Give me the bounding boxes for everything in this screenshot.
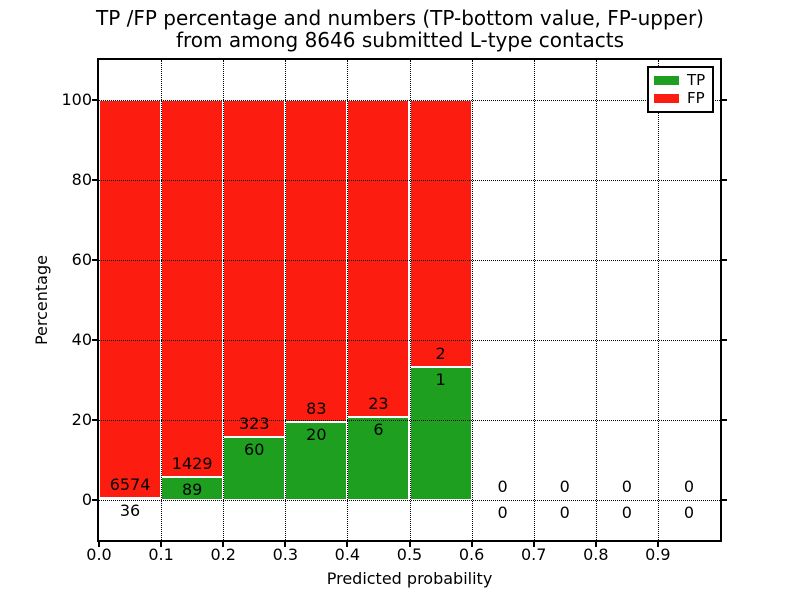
bar-segment-tp [347, 417, 410, 500]
tp-swatch-icon [654, 75, 679, 85]
bar-segment-tp [223, 437, 286, 500]
bar-segment-fp [409, 100, 472, 367]
x-tick-label: 0.2 [210, 545, 236, 564]
y-tick-label: 20 [71, 410, 92, 429]
y-tick-label: 100 [61, 90, 92, 109]
x-tick-mark [284, 542, 287, 547]
x-tick-mark [656, 542, 659, 547]
fp-count-label: 6574 [109, 474, 151, 494]
x-tick-label: 0.9 [645, 545, 671, 564]
legend-entry-tp: TP [654, 70, 707, 89]
x-tick-label: 0.7 [520, 545, 547, 564]
y-tick-label: 0 [81, 490, 92, 509]
x-tick-mark [594, 542, 597, 547]
chart-title-line1: TP /FP percentage and numbers (TP-bottom… [96, 6, 704, 30]
x-tick-label: 0.6 [458, 545, 485, 564]
fp-count-label: 23 [368, 394, 389, 414]
y-tick-mark-right [722, 499, 727, 501]
x-gridline [285, 60, 287, 540]
bar-segment-tp [99, 497, 162, 500]
x-tick-label: 0.5 [396, 545, 423, 564]
x-tick-label: 0.1 [148, 545, 174, 564]
y-tick-mark [92, 259, 97, 261]
y-tick-mark [92, 99, 97, 101]
x-tick-label: 0.0 [86, 545, 112, 564]
legend: TP FP [647, 66, 714, 113]
y-tick-label: 40 [71, 330, 92, 349]
tp-count-label: 60 [244, 440, 265, 460]
bar-segment-fp [223, 100, 286, 438]
y-tick-mark [92, 179, 97, 181]
tp-count-label: 36 [119, 500, 141, 520]
bar-segment-fp [99, 100, 162, 498]
legend-label-tp: TP [687, 70, 706, 89]
x-gridline [223, 60, 225, 540]
bar-segment-tp [285, 422, 348, 500]
x-tick-mark [98, 542, 100, 547]
fp-count-label: 0 [559, 477, 570, 496]
x-tick-mark [346, 542, 349, 547]
y-tick-mark-right [722, 259, 727, 261]
x-gridline [161, 60, 163, 540]
y-tick-mark [92, 419, 97, 421]
x-tick-label: 0.4 [334, 545, 361, 564]
y-tick-mark-right [722, 179, 727, 181]
y-tick-label: 60 [71, 250, 92, 269]
x-gridline [657, 60, 659, 540]
x-gridline [533, 60, 535, 540]
fp-count-label: 83 [306, 399, 327, 419]
x-tick-label: 0.3 [272, 545, 299, 564]
y-axis-label: Percentage [32, 255, 51, 346]
x-tick-label: 0.8 [583, 545, 609, 564]
fp-count-label: 1429 [171, 453, 213, 473]
y-tick-mark-right [722, 419, 727, 421]
tp-count-label: 1 [435, 369, 446, 389]
fp-count-label: 323 [238, 414, 270, 434]
chart-title: TP /FP percentage and numbers (TP-bottom… [60, 7, 740, 51]
tp-count-label: 0 [497, 503, 508, 522]
tp-count-label: 0 [559, 503, 570, 522]
x-gridline [409, 60, 411, 540]
x-tick-mark [222, 542, 225, 547]
tp-count-label: 6 [373, 420, 384, 440]
tp-count-label: 20 [306, 425, 327, 445]
x-axis-label: Predicted probability [326, 569, 493, 588]
fp-count-label: 2 [435, 343, 446, 363]
bar-segment-fp [285, 100, 348, 423]
x-gridline [471, 60, 473, 540]
fp-count-label: 0 [497, 477, 508, 496]
fp-count-label: 0 [621, 477, 632, 496]
legend-label-fp: FP [687, 89, 705, 108]
tp-count-label: 0 [683, 503, 695, 522]
y-tick-mark [92, 339, 97, 341]
fp-count-label: 0 [683, 477, 695, 496]
x-tick-mark [470, 542, 473, 547]
legend-entry-fp: FP [654, 91, 707, 106]
x-tick-mark [532, 542, 535, 547]
y-tick-label: 80 [71, 170, 92, 189]
y-tick-mark-right [722, 99, 727, 101]
y-tick-mark-right [722, 339, 727, 341]
tp-count-label: 89 [181, 479, 203, 499]
x-gridline [595, 60, 597, 540]
bar-segment-tp [409, 366, 472, 500]
chart-title-line2: from among 8646 submitted L-type contact… [175, 28, 625, 52]
tp-count-label: 0 [621, 503, 632, 522]
y-tick-mark [92, 499, 97, 501]
bar-segment-fp [347, 100, 410, 418]
x-gridline [347, 60, 349, 540]
fp-swatch-icon [654, 94, 679, 104]
x-tick-mark [408, 542, 411, 547]
x-tick-mark [160, 542, 163, 547]
